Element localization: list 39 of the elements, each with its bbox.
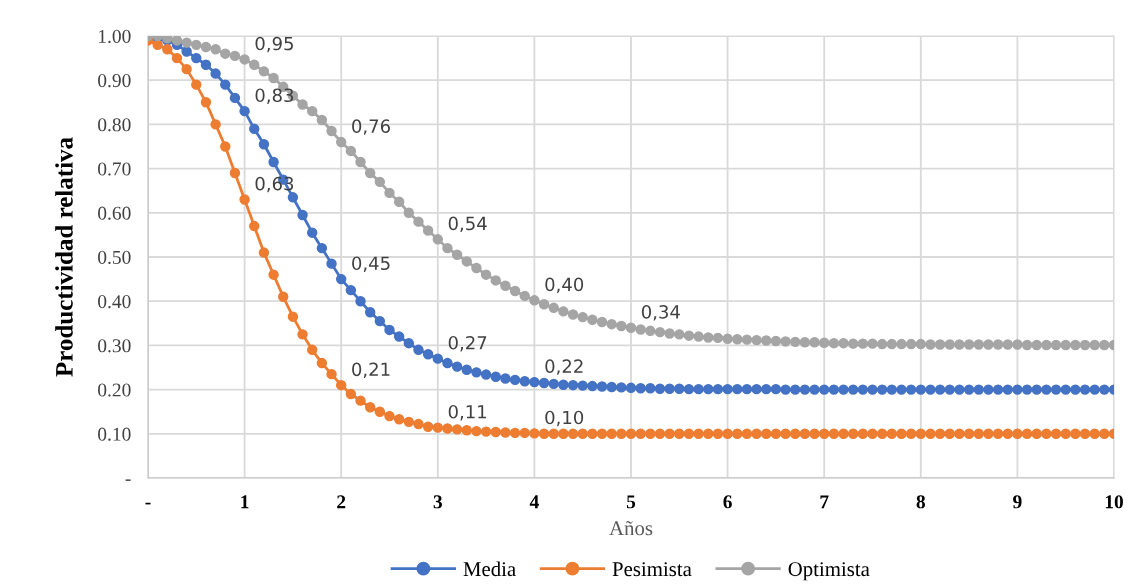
x-tick-label: 9 [1013, 495, 1022, 509]
x-axis-title: Años [609, 521, 653, 536]
legend-label: Optimista [788, 562, 870, 581]
data-label: 0,54 [448, 216, 487, 233]
data-label: 0,27 [448, 335, 487, 352]
y-tick-label: 0.30 [98, 339, 131, 353]
x-tick-label: 6 [723, 495, 732, 509]
data-label: 0,40 [545, 277, 584, 294]
data-label: 0,22 [545, 359, 583, 375]
x-tick-label: - [145, 502, 151, 505]
y-tick-label: 0.90 [98, 74, 131, 88]
y-tick-label: 0.80 [98, 118, 131, 132]
data-label: 0,11 [448, 404, 487, 421]
x-tick-label: 3 [433, 495, 442, 509]
data-label: 0,95 [255, 36, 293, 53]
x-tick-label: 7 [820, 495, 829, 509]
data-label: 0,21 [352, 362, 390, 378]
x-tick-label: 4 [529, 495, 539, 509]
x-tick-label: 5 [626, 495, 636, 509]
y-tick-label: 0.10 [98, 427, 131, 441]
y-tick-label: 0.60 [98, 206, 131, 220]
data-label: 0,76 [352, 119, 390, 135]
data-label: 0,10 [545, 410, 584, 427]
y-tick-label: 1.00 [99, 29, 131, 44]
y-axis-title: Productividad relativa [55, 137, 73, 377]
legend-label: Pesimista [612, 562, 692, 577]
legend-label: Media [463, 561, 516, 577]
data-label: 0,34 [641, 305, 680, 321]
data-label: 0,83 [255, 88, 294, 104]
y-tick-label: 0.20 [98, 383, 131, 397]
x-tick-label: 1 [241, 495, 249, 509]
x-tick-label: 2 [337, 495, 346, 509]
data-label: 0,45 [352, 256, 390, 272]
y-tick-label: - [125, 479, 131, 481]
x-tick-label: 10 [1105, 495, 1123, 509]
x-tick-label: 8 [916, 495, 926, 509]
y-tick-label: 0.50 [98, 250, 131, 265]
y-tick-label: 0.40 [98, 295, 131, 309]
y-tick-label: 0.70 [98, 162, 131, 176]
